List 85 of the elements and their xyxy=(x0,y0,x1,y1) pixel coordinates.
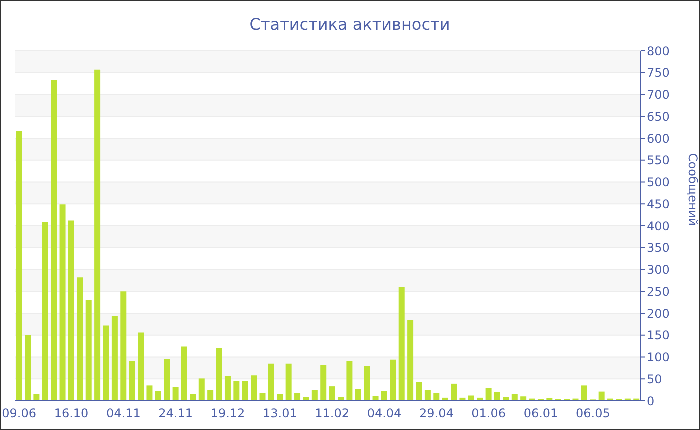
bar xyxy=(51,80,58,401)
bar xyxy=(416,382,422,401)
bar xyxy=(268,364,274,401)
y-axis-title: Сообщений xyxy=(686,153,700,226)
bar xyxy=(182,346,188,401)
bar xyxy=(286,364,292,401)
x-tick-label: 01.06 xyxy=(472,406,506,421)
y-tick-label: 250 xyxy=(647,284,670,299)
bar xyxy=(25,335,31,401)
bar xyxy=(581,386,588,401)
bar xyxy=(68,220,74,401)
bar xyxy=(494,392,500,401)
bar xyxy=(16,132,22,401)
x-tick-label: 24.11 xyxy=(158,406,194,421)
bar xyxy=(242,381,248,401)
y-tick-label: 500 xyxy=(647,176,670,190)
bar xyxy=(364,366,370,401)
y-tick-label: 750 xyxy=(647,66,670,80)
bar xyxy=(120,292,127,401)
x-tick-label: 04.11 xyxy=(106,406,141,421)
bar xyxy=(155,391,162,401)
x-tick-label: 19.12 xyxy=(210,406,246,421)
bar xyxy=(146,386,153,401)
bar xyxy=(312,390,318,401)
bar xyxy=(512,394,518,401)
bar xyxy=(251,376,258,401)
bar xyxy=(224,376,231,401)
bar xyxy=(294,393,301,401)
bar xyxy=(346,361,353,401)
bar xyxy=(486,388,492,401)
bar xyxy=(320,365,327,401)
bar xyxy=(112,316,118,401)
bar xyxy=(208,390,214,401)
bar xyxy=(372,396,379,401)
y-tick-label: 700 xyxy=(647,88,670,102)
y-tick-label: 0 xyxy=(647,394,655,408)
bar xyxy=(355,389,362,401)
bar xyxy=(86,300,92,401)
y-tick-label: 600 xyxy=(647,132,670,146)
bar xyxy=(138,332,144,401)
bar xyxy=(103,326,110,401)
bar xyxy=(329,386,336,401)
bar xyxy=(34,394,40,401)
bar xyxy=(216,348,222,401)
bar xyxy=(390,360,396,401)
bar xyxy=(198,378,205,401)
bar xyxy=(260,393,266,401)
bar xyxy=(77,278,84,401)
bar xyxy=(172,387,179,401)
bar xyxy=(408,320,414,401)
bar xyxy=(164,359,170,401)
x-tick-label: 16.10 xyxy=(54,406,89,421)
y-tick-label: 650 xyxy=(647,110,670,124)
bar xyxy=(598,392,605,401)
y-tick-label: 400 xyxy=(647,219,670,234)
x-tick-label: 13.01 xyxy=(263,406,298,421)
x-tick-label: 11.02 xyxy=(315,406,350,421)
bar xyxy=(234,381,240,401)
bar xyxy=(277,394,284,401)
bar xyxy=(129,361,136,401)
y-tick-label: 450 xyxy=(647,197,670,212)
bar xyxy=(424,390,431,401)
bar xyxy=(42,222,48,401)
y-tick-label: 50 xyxy=(647,372,662,386)
bar xyxy=(451,384,458,401)
bar xyxy=(94,70,101,401)
bar xyxy=(60,204,66,401)
bar xyxy=(520,396,527,401)
y-tick-label: 550 xyxy=(647,154,670,168)
x-tick-label: 06.05 xyxy=(576,406,610,421)
bar xyxy=(381,391,388,401)
x-tick-label: 04.04 xyxy=(367,406,402,421)
x-tick-label: 06.01 xyxy=(524,406,558,421)
y-tick-label: 150 xyxy=(647,328,670,343)
y-tick-label: 200 xyxy=(647,306,670,321)
y-tick-label: 350 xyxy=(647,241,670,256)
bar xyxy=(190,394,196,401)
y-tick-label: 100 xyxy=(647,350,670,365)
y-tick-label: 800 xyxy=(647,44,670,58)
x-tick-label: 29.04 xyxy=(420,406,454,421)
y-tick-label: 300 xyxy=(647,263,670,278)
bar xyxy=(398,287,405,401)
bar xyxy=(434,393,440,401)
chart-title: Статистика активности xyxy=(248,15,452,34)
x-tick-label: 09.06 xyxy=(2,406,37,421)
